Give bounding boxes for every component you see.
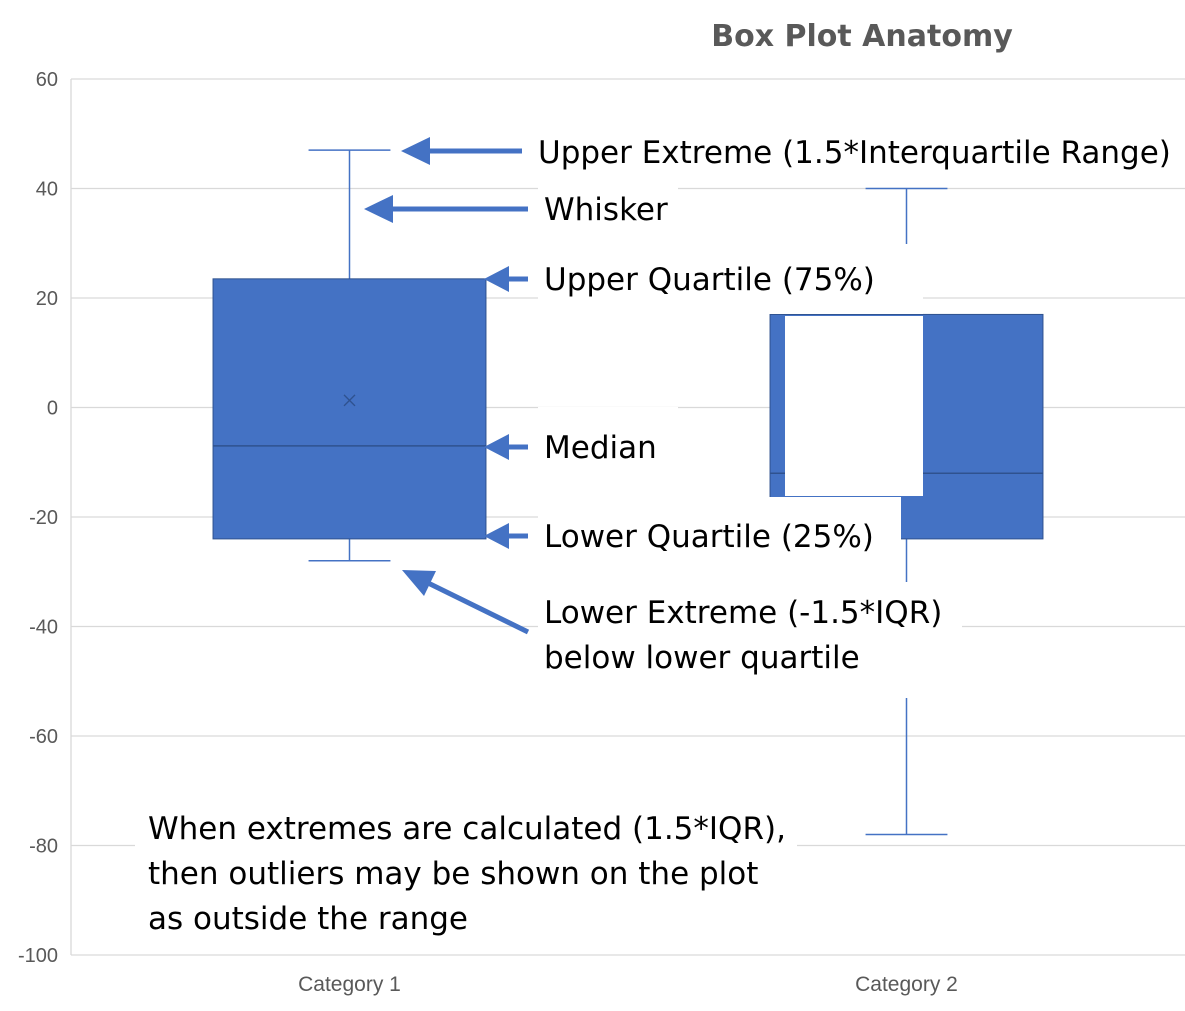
y-tick-label: -20 bbox=[29, 507, 58, 529]
median-arrowhead-icon bbox=[484, 434, 509, 460]
y-tick-label: 0 bbox=[47, 398, 58, 420]
box-group: Category 1 bbox=[212, 149, 487, 996]
note-line-1: When extremes are calculated (1.5*IQR), bbox=[148, 811, 786, 847]
y-axis-ticks: 60 40 20 0 -20 -40 -60 -80 -100 bbox=[18, 69, 58, 967]
upper-extreme-arrowhead-icon bbox=[401, 137, 430, 165]
y-tick-label: 20 bbox=[36, 288, 58, 310]
y-tick-label: -60 bbox=[29, 726, 58, 748]
mean-marker-icon bbox=[343, 394, 356, 407]
note-line-3: as outside the range bbox=[148, 901, 468, 937]
y-tick-label: 60 bbox=[36, 69, 58, 91]
annotation-lower-extreme-line2: below lower quartile bbox=[544, 640, 860, 676]
note-line-2: then outliers may be shown on the plot bbox=[148, 856, 758, 892]
chart-title: Box Plot Anatomy bbox=[711, 19, 1013, 54]
y-tick-label: -80 bbox=[29, 836, 58, 858]
lower-extreme-arrow bbox=[420, 577, 530, 635]
whisker-arrowhead-icon bbox=[364, 195, 393, 223]
annotation-median: Median bbox=[544, 430, 657, 466]
annotation-lower-extreme: Lower Extreme (-1.5*IQR) bbox=[544, 595, 942, 631]
box-iqr bbox=[212, 278, 487, 540]
upper-quartile-arrowhead-icon bbox=[484, 266, 509, 292]
y-tick-label: -40 bbox=[29, 617, 58, 639]
annotation-upper-quartile: Upper Quartile (75%) bbox=[544, 262, 875, 298]
annotations: Box Plot Anatomy Upper Extreme (1.5*Inte… bbox=[148, 19, 1171, 937]
annotation-whisker: Whisker bbox=[544, 192, 668, 228]
label-backgrounds bbox=[135, 130, 1160, 943]
y-tick-label: -100 bbox=[18, 945, 58, 967]
category-label: Category 2 bbox=[855, 973, 958, 996]
annotation-arrows bbox=[364, 137, 530, 635]
category-label: Category 1 bbox=[298, 973, 401, 996]
lower-quartile-arrowhead-icon bbox=[484, 523, 509, 549]
y-tick-label: 40 bbox=[36, 179, 58, 201]
annotation-lower-quartile: Lower Quartile (25%) bbox=[544, 519, 874, 555]
annotation-upper-extreme: Upper Extreme (1.5*Interquartile Range) bbox=[538, 135, 1171, 171]
lower-extreme-arrowhead-icon bbox=[402, 570, 436, 596]
